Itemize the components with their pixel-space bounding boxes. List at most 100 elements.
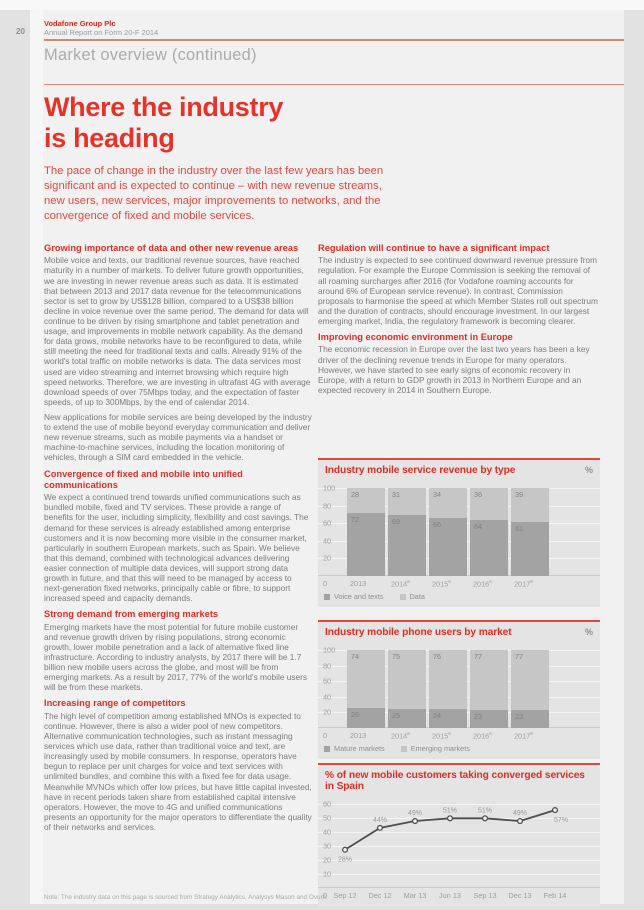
header-rule	[44, 39, 624, 41]
x-axis-label: 2017e	[514, 731, 534, 741]
x-axis-label: 2013	[350, 731, 367, 740]
y-axis-label: 100	[323, 645, 336, 655]
chart-users-by-market: Industry mobile phone users by market % …	[318, 620, 600, 759]
section-heading: Growing importance of data and other new…	[44, 243, 299, 253]
chart-header: Industry mobile phone users by market %	[318, 622, 600, 642]
chart-revenue-by-type: Industry mobile service revenue by type …	[318, 458, 600, 607]
grid-line	[318, 874, 600, 875]
data-point	[446, 815, 454, 822]
legend-item: Emerging markets	[400, 744, 470, 753]
bar-segment-top	[388, 488, 426, 516]
chart-legend: Mature markets Emerging markets	[318, 743, 600, 759]
bar-segment-top	[347, 650, 385, 708]
point-value-label: 28%	[338, 857, 352, 864]
y-axis-zero-label: 0	[323, 731, 328, 740]
legend-swatch-icon	[324, 745, 330, 752]
chart-unit-label: %	[584, 627, 593, 637]
line-series: 28% 44% 49% 51% 51% 49% 57%	[338, 807, 568, 864]
page-title-line2: is heading	[44, 123, 175, 154]
x-axis-label: 2017e	[514, 579, 534, 589]
bar-value-label: 39	[515, 490, 524, 499]
bar-segment-top	[511, 488, 549, 523]
plot-grid: 10 20 30 40 50 60 28% 44% 49% 51% 51% 49% 57%	[318, 796, 600, 888]
bar-segment-top	[388, 650, 426, 709]
legend-label: Emerging markets	[410, 744, 470, 753]
data-point	[411, 817, 419, 825]
legend-label: Data	[409, 592, 425, 601]
y-axis-label: 50	[323, 813, 332, 823]
gutter	[30, 10, 43, 904]
bar-value-label: 69	[392, 517, 401, 527]
bar-segment-bottom	[470, 710, 508, 728]
point-value-label: 49%	[513, 810, 527, 817]
data-point	[551, 807, 559, 814]
x-axis-label: 2016e	[473, 579, 493, 589]
y-axis-label: 30	[323, 841, 332, 851]
chart-unit-label: %	[584, 465, 593, 475]
section-title: Market overview (continued)	[44, 46, 257, 64]
report-name: Annual Report on Form 20-F 2014	[44, 28, 159, 38]
bar-segment-bottom	[429, 709, 467, 728]
chart-title: % of new mobile customers taking converg…	[325, 770, 585, 792]
y-axis-label: 80	[323, 500, 332, 510]
data-point	[516, 817, 524, 825]
grid-line	[318, 846, 600, 847]
bar-segment-bottom	[347, 512, 385, 576]
chart-spacer	[318, 903, 600, 907]
bar-value-label: 74	[351, 652, 360, 661]
top-margin	[0, 0, 644, 10]
bar-value-label: 77	[474, 652, 483, 661]
point-value-label: 44%	[373, 817, 387, 824]
legend-label: Mature markets	[334, 744, 385, 753]
bar-value-label: 66	[433, 519, 442, 529]
left-margin	[0, 10, 30, 904]
bar-value-label: 36	[474, 490, 483, 499]
section-emerging-markets: Strong demand from emerging markets Emer…	[44, 609, 312, 692]
y-axis-label: 20	[323, 553, 332, 563]
x-axis-row: 0 Sep 12 Dec 12 Mar 13 Jun 13 Sep 13 Dec 13 Feb…	[318, 891, 600, 903]
section-heading: Improving economic environment in Europe	[318, 332, 513, 343]
y-axis-label: 60	[323, 799, 332, 809]
y-axis-label: 60	[323, 518, 332, 528]
x-axis-row: 0 2013 2014e 2015e 2016e 2017e	[318, 579, 600, 591]
footnote: Note: The industry data on this page is …	[44, 894, 328, 901]
bar-segment-top	[470, 488, 508, 520]
x-axis-label: Dec 12	[368, 891, 392, 900]
bar-segment-bottom	[511, 522, 549, 576]
bar-value-label: 72	[351, 514, 360, 524]
paragraph: Emerging markets have the most potential…	[44, 621, 308, 693]
paragraph: We expect a continued trend towards unif…	[44, 492, 309, 604]
intro-paragraph: The pace of change in the industry over …	[44, 165, 384, 222]
y-axis-label: 20	[323, 707, 332, 717]
x-axis-label: 2016e	[473, 731, 493, 741]
plot-grid: 20 40 60 80 100 28 72 31 69 34 66 36 64 39 61	[318, 480, 600, 576]
section-heading: Convergence of fixed and mobile into uni…	[44, 468, 243, 490]
x-axis-label: Sep 12	[333, 891, 357, 900]
page-number: 20	[16, 27, 25, 36]
y-axis-label: 60	[323, 676, 332, 686]
section-heading: Strong demand from emerging markets	[44, 609, 219, 620]
legend-item: Mature markets	[324, 744, 385, 753]
bar-segment-bottom	[470, 519, 508, 576]
bar-segment-bottom	[347, 707, 385, 728]
bar-value-label: 31	[392, 490, 401, 499]
x-axis-label: 2014e	[391, 731, 411, 741]
section-convergence: Convergence of fixed and mobile into uni…	[44, 469, 312, 604]
legend-label: Voice and texts	[334, 592, 384, 601]
chart-title: Industry mobile service revenue by type	[325, 465, 516, 476]
paragraph: New applications for mobile services are…	[44, 411, 312, 463]
bar-value-label: 23	[474, 712, 483, 722]
bar-value-label: 75	[392, 652, 401, 661]
bar-segment-top	[347, 488, 385, 513]
section-economic-environment: Improving economic environment in Europe…	[318, 332, 600, 395]
bar-value-label: 61	[515, 524, 524, 534]
x-axis-label: Mar 13	[403, 891, 427, 900]
right-column: Regulation will continue to have a signi…	[318, 243, 600, 400]
bar-segment-top	[470, 650, 508, 711]
y-axis-label: 80	[323, 660, 332, 670]
bar-segment-top	[429, 650, 467, 710]
section-heading: Increasing range of competitors	[44, 698, 186, 709]
grid-line	[318, 832, 600, 833]
paragraph: Mobile voice and texts, our traditional …	[44, 255, 311, 407]
